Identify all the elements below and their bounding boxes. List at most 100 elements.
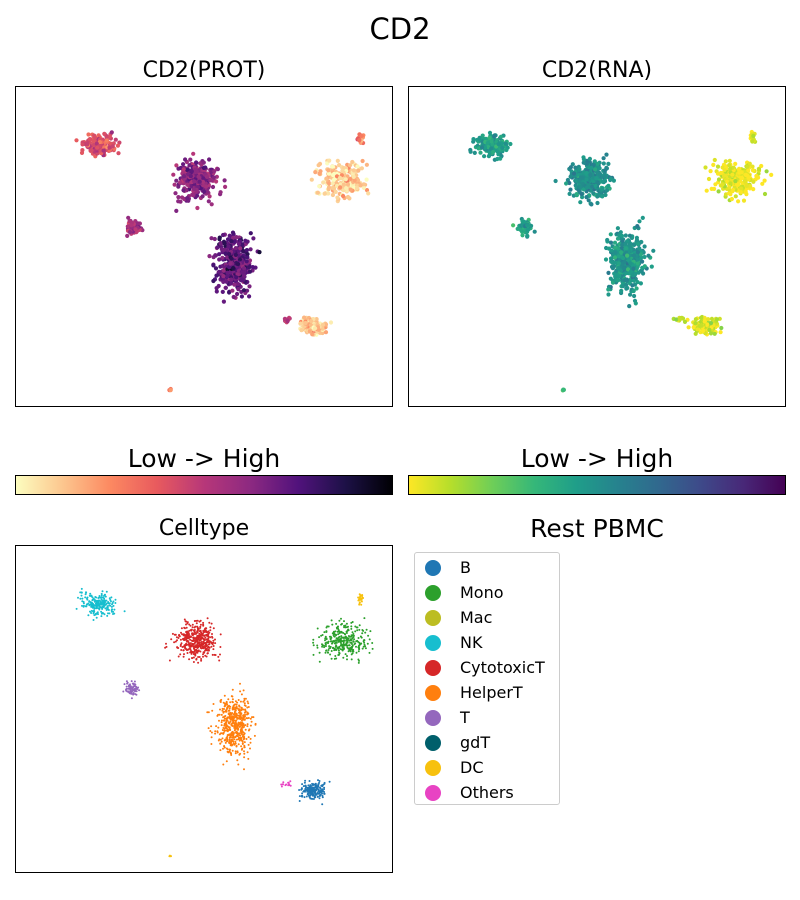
celltype-point-mono [326, 625, 329, 628]
celltype-point-cytotoxict [205, 633, 208, 636]
prot-point-helpert [217, 235, 222, 240]
rna-point-mono [723, 159, 728, 164]
rna-point-helpert [613, 278, 618, 283]
celltype-point-cytotoxict [189, 638, 192, 641]
celltype-point-nk [80, 594, 83, 597]
celltype-point-b [311, 791, 314, 794]
prot-point-helpert [257, 250, 262, 255]
celltype-point-helpert [235, 738, 238, 741]
rna-point-b [705, 322, 710, 327]
celltype-point-mono [347, 650, 350, 653]
celltype-point-cytotoxict [207, 632, 210, 635]
prot-point-cytotoxict [173, 191, 178, 196]
legend-item-gdt: gdT [425, 730, 490, 755]
celltype-point-helpert [222, 727, 225, 729]
celltype-point-others [282, 781, 285, 784]
celltype-point-nk [90, 612, 93, 614]
celltype-point-mono [358, 647, 361, 650]
celltype-point-t [137, 686, 140, 689]
rna-point-helpert [608, 232, 613, 237]
celltype-point-mono [364, 647, 367, 650]
celltype-point-mono [330, 650, 333, 652]
rna-point-mono [730, 172, 735, 177]
prot-point-helpert [225, 255, 230, 260]
celltype-point-cytotoxict [185, 623, 187, 626]
celltype-point-helpert [236, 759, 239, 762]
celltype-point-cytotoxict [186, 640, 189, 643]
celltype-point-helpert [220, 713, 223, 716]
celltype-point-helpert [223, 715, 226, 718]
legend-marker [425, 634, 441, 651]
rna-point-helpert [619, 288, 624, 293]
celltype-point-helpert [223, 730, 226, 732]
legend-label: B [460, 558, 471, 577]
prot-point-mono [351, 168, 356, 173]
celltype-point-dc [358, 593, 361, 596]
prot-point-b [303, 320, 308, 326]
prot-point-cytotoxict [178, 180, 183, 185]
celltype-point-dc [361, 594, 364, 596]
rna-point-dc [751, 133, 756, 138]
rna-point-mono [759, 163, 764, 169]
celltype-point-cytotoxict [165, 642, 167, 645]
prot-panel-title: CD2(PROT) [142, 58, 266, 83]
celltype-point-helpert [238, 705, 241, 708]
celltype-point-mono [331, 623, 334, 626]
celltype-point-nk [85, 603, 88, 606]
rna-point-nk [500, 145, 505, 150]
prot-point-cytotoxict [174, 163, 179, 168]
celltype-point-cytotoxict [194, 633, 197, 635]
celltype-point-mono [318, 651, 321, 654]
celltype-point-cytotoxict [204, 636, 207, 639]
celltype-point-helpert [243, 702, 246, 705]
rna-point-nk [487, 135, 492, 140]
rna-point-helpert [621, 266, 627, 271]
celltype-point-cytotoxict [173, 633, 176, 636]
celltype-point-cytotoxict [212, 645, 215, 647]
celltype-point-nk [111, 602, 114, 604]
celltype-point-mono [334, 630, 337, 633]
rna-point-cytotoxict [603, 192, 608, 198]
rna-point-nk [472, 150, 477, 155]
celltype-point-nk [104, 607, 107, 610]
celltype-point-helpert [240, 738, 243, 741]
celltype-point-b [307, 786, 310, 789]
celltype-point-cytotoxict [185, 637, 188, 640]
celltype-point-helpert [237, 763, 240, 766]
celltype-point-helpert [225, 747, 228, 750]
celltype-point-mono [323, 646, 326, 649]
prot-point-b [323, 330, 329, 335]
celltype-point-helpert [231, 708, 234, 711]
celltype-point-cytotoxict [191, 623, 194, 626]
celltype-point-b [303, 796, 306, 799]
celltype-point-nk [100, 612, 103, 615]
rna-point-mono [722, 167, 727, 173]
prot-point-mono [338, 185, 343, 190]
celltype-point-helpert [216, 731, 219, 734]
legend-marker [425, 684, 441, 701]
celltype-point-helpert [229, 720, 232, 723]
prot-point-nk [85, 142, 90, 147]
celltype-point-helpert [242, 734, 244, 736]
celltype-point-mono [344, 633, 347, 636]
celltype-point-helpert [222, 701, 225, 704]
celltype-point-mono [352, 648, 355, 651]
rna-point-cytotoxict [578, 184, 583, 190]
celltype-point-helpert [234, 716, 236, 719]
celltype-point-cytotoxict [212, 627, 215, 630]
celltype-point-nk [101, 608, 104, 610]
celltype-point-mono [327, 625, 330, 628]
prot-point-cytotoxict [196, 174, 201, 179]
celltype-point-helpert [235, 734, 238, 737]
prot-point-cytotoxict [200, 179, 206, 184]
rna-point-helpert [613, 250, 618, 255]
celltype-point-helpert [239, 715, 241, 718]
prot-point-nk [93, 135, 98, 140]
celltype-point-helpert [244, 697, 247, 700]
celltype-point-cytotoxict [195, 644, 198, 647]
celltype-point-cytotoxict [180, 627, 183, 630]
prot-point-b [298, 321, 303, 326]
prot-point-helpert [248, 231, 253, 236]
celltype-point-nk [112, 613, 114, 615]
legend-label: T [460, 708, 470, 727]
